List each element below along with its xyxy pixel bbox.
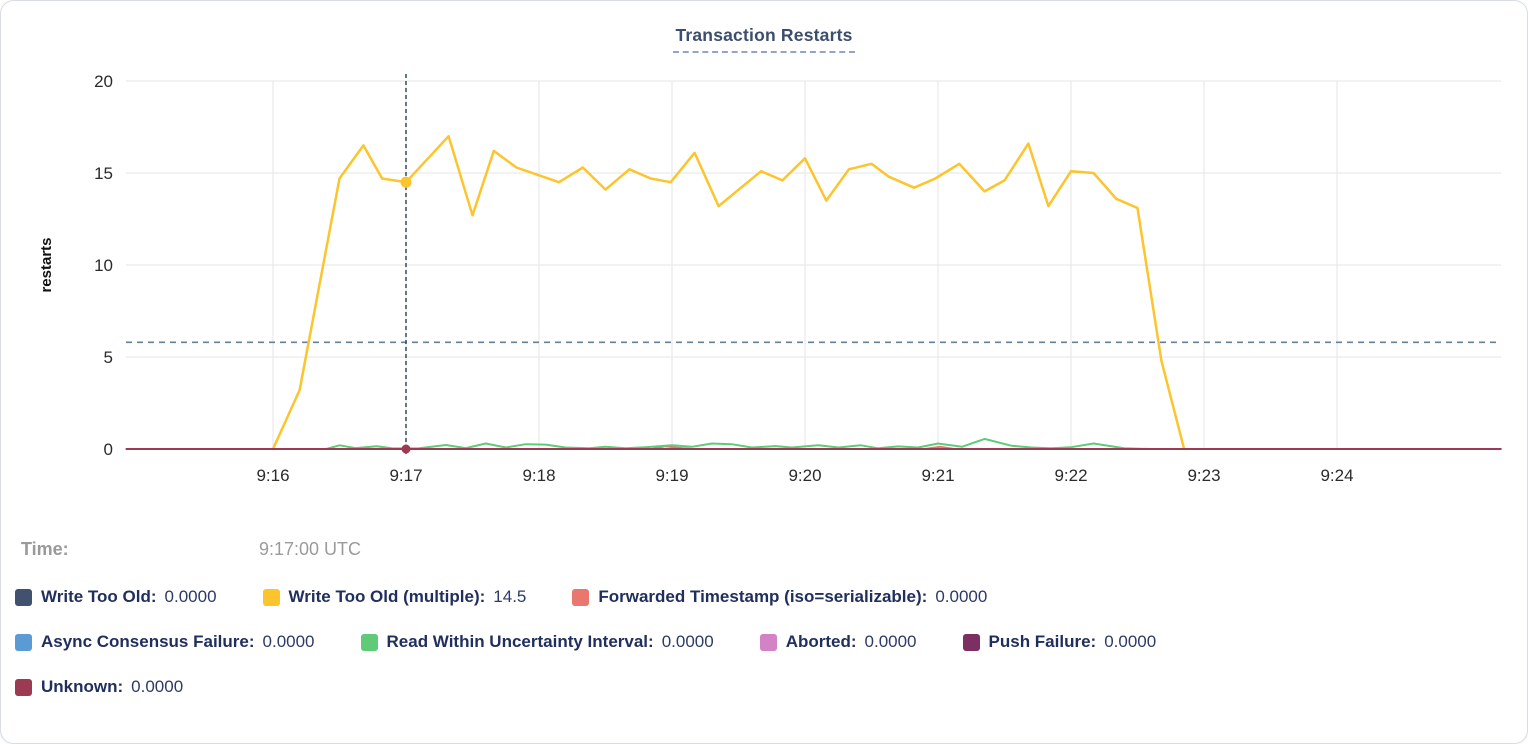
legend-label: Forwarded Timestamp (iso=serializable): (598, 587, 928, 606)
x-tick-label: 9:21 (921, 466, 954, 485)
legend-swatch (360, 633, 378, 651)
legend-value: 0.0000 (262, 632, 315, 651)
x-tick-label: 9:24 (1320, 466, 1353, 485)
transaction-restarts-chart[interactable]: 0 5 10 15 20 9:16 9:17 9:18 9:19 9:20 9:21 9:22 9:23… (1, 59, 1528, 509)
legend-value: 0.0000 (661, 632, 714, 651)
legend-item-write-too-old-multiple-: Write Too Old (multiple): 14.5 (262, 587, 527, 607)
hover-time-readout: Time: 9:17:00 UTC (21, 539, 1527, 563)
chart-header: Transaction Restarts (1, 25, 1527, 59)
series-line-read-within-uncertainty-interval (125, 437, 1502, 450)
legend-value: 0.0000 (864, 632, 917, 651)
chart-legend: Write Too Old: 0.0000 Write Too Old (multi… (15, 585, 1527, 699)
legend-item-async-consensus-failure: Async Consensus Failure: 0.0000 (15, 632, 315, 652)
crosshair-dot (401, 444, 411, 454)
x-tick-label: 9:20 (788, 466, 821, 485)
y-tick-label: 20 (94, 72, 113, 91)
y-tick-label: 10 (94, 256, 113, 275)
legend-value: 0.0000 (131, 677, 184, 696)
time-label: Time: (21, 539, 69, 559)
legend-value: 0.0000 (1104, 632, 1157, 651)
x-tick-label: 9:18 (522, 466, 555, 485)
legend-swatch (15, 678, 32, 696)
legend-label: Async Consensus Failure: (41, 632, 255, 651)
crosshair-dot (400, 176, 412, 188)
series-line-write-too-old-multiple- (271, 134, 1186, 451)
y-tick-label: 0 (104, 440, 113, 459)
legend-label: Write Too Old (multiple): (288, 587, 486, 606)
legend-swatch (15, 588, 32, 606)
legend-item-read-within-uncertainty-interval: Read Within Uncertainty Interval: 0.0000 (360, 632, 714, 652)
x-tick-label: 9:19 (655, 466, 688, 485)
legend-item-forwarded-timestamp-iso-serializable-: Forwarded Timestamp (iso=serializable): 0… (572, 587, 987, 607)
legend-label: Aborted: (785, 632, 857, 651)
legend-swatch (262, 588, 280, 606)
legend-label: Write Too Old: (41, 587, 157, 606)
legend-value: 0.0000 (935, 587, 988, 606)
legend-swatch (759, 633, 777, 651)
legend-item-write-too-old: Write Too Old: 0.0000 (15, 587, 217, 607)
legend-row: Unknown: 0.0000 (15, 675, 1527, 699)
x-tick-label: 9:22 (1054, 466, 1087, 485)
legend-value: 14.5 (493, 587, 527, 606)
y-axis-label: restarts (38, 237, 55, 292)
x-tick-label: 9:17 (389, 466, 422, 485)
legend-row: Write Too Old: 0.0000 Write Too Old (multi… (15, 585, 1527, 609)
chart-title[interactable]: Transaction Restarts (673, 25, 855, 53)
x-tick-label: 9:23 (1187, 466, 1220, 485)
legend-swatch (15, 633, 32, 651)
legend-item-push-failure: Push Failure: 0.0000 (962, 632, 1157, 652)
time-value: 9:17:00 UTC (259, 539, 362, 559)
legend-value: 0.0000 (164, 587, 217, 606)
legend-swatch (962, 633, 980, 651)
y-tick-label: 5 (104, 348, 113, 367)
legend-swatch (572, 588, 590, 606)
legend-label: Push Failure: (988, 632, 1097, 651)
legend-item-aborted: Aborted: 0.0000 (759, 632, 917, 652)
legend-label: Read Within Uncertainty Interval: (386, 632, 654, 651)
legend-item-unknown: Unknown: 0.0000 (15, 677, 183, 697)
y-tick-label: 15 (94, 164, 113, 183)
x-tick-label: 9:16 (256, 466, 289, 485)
legend-label: Unknown: (41, 677, 124, 696)
legend-row: Async Consensus Failure: 0.0000 Read Withi… (15, 630, 1527, 654)
